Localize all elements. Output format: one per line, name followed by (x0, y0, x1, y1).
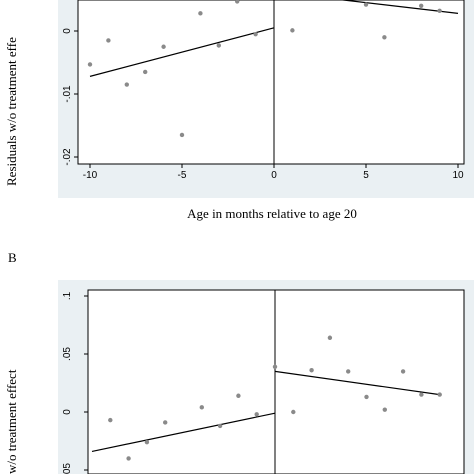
panel-a-y-tick-label: 0 (62, 28, 73, 34)
panel-a-x-tick-label: 10 (452, 170, 464, 181)
panel-a-data-point (143, 69, 148, 75)
panel-b-data-point (217, 423, 223, 429)
panel-a-x-axis-label: Age in months relative to age 20 (187, 206, 357, 221)
panel-b-fit-line (274, 370, 440, 396)
panel-b-data-point (382, 407, 387, 412)
panel-b-chart: .1 .05 0 .05 w/o treatment effect (4, 280, 474, 474)
panel-b-data-point (108, 417, 113, 423)
panel-b-y-tick-label: 0 (62, 409, 73, 415)
panel-b-points (108, 335, 442, 461)
panel-a-data-point (253, 31, 258, 37)
panel-b-data-point (291, 409, 296, 415)
panel-b-data-point (236, 393, 241, 398)
panel-b-data-point (199, 405, 204, 410)
panel-b-y-tick-label: .1 (62, 291, 73, 300)
panel-a-data-point (87, 62, 93, 67)
panel-a-data-point (235, 0, 240, 4)
panel-a-axes: 0 -.01 -.02 -10 -5 0 5 10 (62, 0, 464, 181)
panel-a-x-tick-label: -10 (83, 170, 98, 181)
panel-a-data-point (198, 11, 203, 16)
panel-b-data-point (126, 456, 131, 461)
panel-b-data-point (437, 392, 442, 397)
panel-a-data-point (290, 28, 295, 33)
panel-b-axes: .1 .05 0 .05 (62, 290, 276, 474)
panel-b-data-point (163, 420, 168, 425)
panel-b-data-point (400, 369, 406, 374)
panel-a-points (87, 0, 442, 138)
panel-a-data-point (124, 82, 129, 87)
panel-b-y-tick-label: .05 (62, 347, 73, 361)
panel-a-data-point (106, 38, 111, 43)
panel-b-data-point (419, 392, 424, 397)
panel-a-plot-area (77, 0, 465, 165)
panel-a-chart: 0 -.01 -.02 -10 -5 0 5 10 Residuals w/o treatme… (4, 0, 474, 221)
panel-a-y-tick-label: -.01 (62, 85, 73, 103)
panel-b-y-axis-label: w/o treatment effect (4, 369, 19, 474)
panel-a-data-point (419, 3, 424, 8)
panel-b-data-point (327, 335, 333, 340)
panel-b-fit-lines (91, 370, 440, 453)
panel-b-plot-area (87, 289, 465, 474)
panel-b-data-point (309, 368, 314, 373)
panel-b-data-point (364, 394, 369, 400)
panel-a-x-tick-label: -5 (178, 170, 187, 181)
panel-b-data-point (272, 364, 278, 369)
panel-a-data-point (437, 8, 442, 14)
panel-b-data-point (254, 412, 259, 417)
panel-b-y-tick-label: .05 (62, 463, 73, 474)
panel-a-data-point (161, 44, 166, 49)
panel-a-x-tick-label: 5 (363, 170, 369, 181)
panel-a-data-point (216, 43, 221, 48)
panel-a-data-point (382, 35, 387, 40)
panel-a-y-tick-label: -.02 (62, 148, 73, 166)
panel-a-x-tick-label: 0 (271, 170, 277, 181)
panel-a-fit-line (89, 27, 275, 77)
panel-a-y-axis-label: Residuals w/o treatment effe (4, 37, 19, 186)
panel-a-data-point (179, 132, 185, 138)
panel-a-data-point (363, 2, 369, 7)
panel-b-label: B (8, 250, 17, 265)
panel-b-fit-line (91, 412, 276, 453)
panel-b-data-point (346, 369, 351, 374)
panel-b-data-point (144, 439, 150, 445)
